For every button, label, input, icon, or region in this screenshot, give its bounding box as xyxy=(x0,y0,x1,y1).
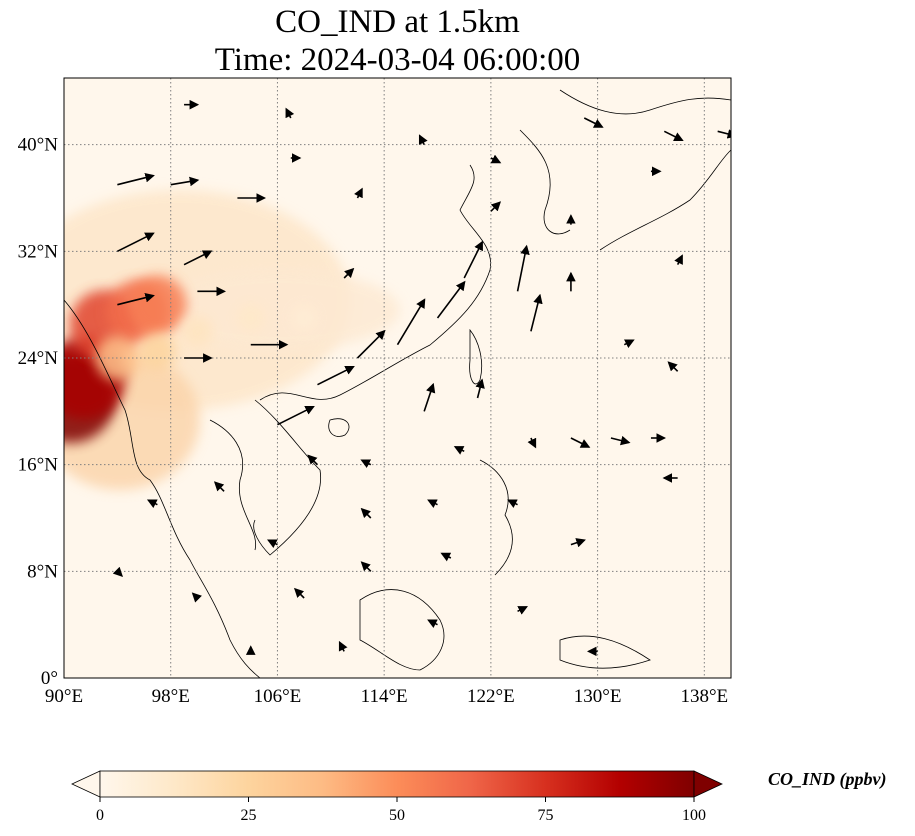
wind-vector xyxy=(117,292,155,306)
coastline-layer xyxy=(64,89,731,678)
coastline-japan xyxy=(599,149,731,251)
coastline-indochina-gulf xyxy=(209,419,257,551)
wind-vector xyxy=(112,566,123,577)
chart-title-line2: Time: 2024-03-04 06:00:00 xyxy=(214,42,581,78)
wind-vector xyxy=(674,254,683,266)
wind-vector xyxy=(663,130,684,142)
wind-vector xyxy=(530,293,543,332)
colorbar-tick-label: 25 xyxy=(241,807,257,824)
wind-vector xyxy=(517,606,528,615)
coastline-vietnam xyxy=(253,399,322,556)
co-hotspot xyxy=(236,303,265,333)
wind-vector xyxy=(267,539,278,549)
wind-vector xyxy=(317,365,355,386)
lat-tick-label: 8°N xyxy=(27,561,58,582)
wind-vector xyxy=(440,552,452,562)
lon-tick-label: 130°E xyxy=(574,686,622,707)
colorbar-tick-label: 100 xyxy=(682,807,706,824)
wind-vector xyxy=(338,640,348,652)
wind-vector xyxy=(191,592,202,603)
wind-vector xyxy=(396,298,426,346)
wind-vector xyxy=(423,382,436,412)
colorbar-tick-label: 75 xyxy=(538,807,554,824)
coastline-china xyxy=(259,164,492,401)
wind-vector xyxy=(667,361,679,372)
wind-vector xyxy=(117,172,155,186)
wind-vector xyxy=(583,117,604,128)
wind-vector xyxy=(475,378,485,399)
wind-vector xyxy=(427,499,438,509)
wind-vector xyxy=(170,176,200,187)
wind-vector xyxy=(453,446,465,455)
colorbar-tick-label: 50 xyxy=(389,807,405,824)
wind-vector xyxy=(360,459,372,469)
wind-vector xyxy=(570,538,586,548)
wind-vector xyxy=(146,499,158,509)
wind-vector xyxy=(570,437,591,448)
wind-vector xyxy=(285,107,295,119)
colorbar-ticks: 0 25 50 75 100 xyxy=(96,797,706,824)
wind-vector xyxy=(183,250,213,266)
co-hotspot-layer xyxy=(64,275,317,443)
wind-vector xyxy=(307,454,319,466)
wind-vector xyxy=(356,329,386,359)
wind-vector xyxy=(354,187,363,199)
co-hotspot xyxy=(291,305,317,331)
wind-vector xyxy=(436,280,466,319)
wind-vector xyxy=(717,129,731,139)
lat-tick-label: 40°N xyxy=(18,135,59,156)
wind-vector xyxy=(516,244,530,292)
graticule-layer xyxy=(63,78,731,679)
coastline-korea xyxy=(519,129,571,235)
lon-tick-label: 98°E xyxy=(152,686,190,707)
map-frame xyxy=(63,77,732,679)
wind-vector-layer xyxy=(112,99,731,657)
wind-vector xyxy=(463,240,483,279)
wind-vector xyxy=(427,619,438,629)
wind-vector xyxy=(117,232,155,253)
axis-ticks: 90°E 98°E 106°E 114°E 122°E 130°E 138°E 0° 8°N 16… xyxy=(18,135,729,707)
coastline-northeast xyxy=(559,89,731,115)
lat-tick-label: 24°N xyxy=(18,348,59,369)
wind-vector xyxy=(623,339,635,349)
coastline-new-guinea xyxy=(559,635,651,669)
lon-tick-label: 122°E xyxy=(467,686,515,707)
coastline-west xyxy=(64,299,261,678)
wind-vector xyxy=(343,267,355,279)
lat-tick-label: 16°N xyxy=(18,455,59,476)
colorbar-title: CO_IND (ppbv) xyxy=(768,769,887,789)
coastline-hainan xyxy=(328,418,350,437)
colorbar-tick-label: 0 xyxy=(96,807,104,824)
lon-tick-label: 106°E xyxy=(254,686,302,707)
colorbar: 0 25 50 75 100 xyxy=(71,770,723,824)
lat-tick-label: 0° xyxy=(41,668,58,689)
lon-tick-label: 90°E xyxy=(45,686,83,707)
wind-vector xyxy=(360,507,372,519)
colorbar-extend-min xyxy=(71,770,101,798)
wind-vector xyxy=(360,561,372,572)
wind-vector xyxy=(213,481,225,492)
wind-vector xyxy=(277,405,315,426)
wind-vector xyxy=(527,437,537,449)
wind-vector xyxy=(507,499,518,509)
lat-tick-label: 32°N xyxy=(18,241,59,262)
wind-vector xyxy=(490,154,502,164)
colorbar-extend-max xyxy=(693,770,723,798)
wind-vector xyxy=(610,435,631,446)
co-hotspot xyxy=(128,275,187,334)
co-hotspot xyxy=(138,332,177,371)
coastline-philippines xyxy=(479,459,513,576)
co-hotspot xyxy=(182,316,213,347)
lon-tick-label: 114°E xyxy=(361,686,408,707)
wind-vector xyxy=(293,587,305,599)
coastline-borneo xyxy=(359,589,445,671)
wind-vector xyxy=(418,134,428,146)
colorbar-bar xyxy=(99,770,695,798)
chart-title-line1: CO_IND at 1.5km xyxy=(275,4,520,40)
wind-vector xyxy=(490,201,502,212)
lon-tick-label: 138°E xyxy=(680,686,728,707)
